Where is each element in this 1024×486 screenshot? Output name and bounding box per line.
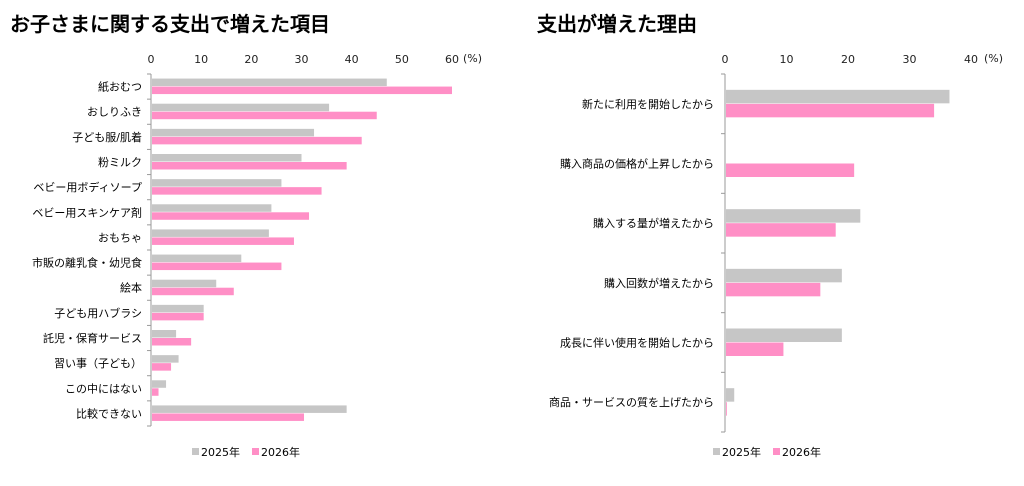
x-tick-label: 50	[395, 53, 409, 66]
category-label: ベビー用スキンケア剤	[32, 205, 142, 219]
bar-2025	[152, 355, 179, 363]
legend-label: 2026年	[261, 445, 300, 459]
bar-2026	[152, 136, 362, 145]
bar-2025	[152, 330, 177, 338]
category-label: 紙おむつ	[98, 80, 142, 94]
bar-2026	[152, 388, 159, 396]
bar-2025	[726, 268, 842, 283]
bar-2026	[152, 162, 347, 170]
bar-2026	[152, 338, 192, 346]
category-label: 託児・保育サービス	[43, 331, 142, 345]
category-label: 粉ミルク	[98, 156, 142, 169]
bar-2025	[152, 254, 242, 263]
x-tick-label: 60	[445, 53, 459, 66]
x-tick-label: 40	[345, 53, 359, 66]
legend-swatch-2026	[773, 448, 780, 455]
x-tick-label: 10	[194, 53, 208, 66]
bar-2025	[152, 154, 302, 162]
bar-2026	[726, 163, 855, 177]
chart-2-title: 支出が増えた理由	[537, 12, 697, 36]
bar-2025	[152, 405, 347, 413]
legend-swatch-2026	[252, 448, 259, 455]
bar-2026	[152, 86, 452, 95]
bar-2026	[152, 111, 377, 120]
category-label: 絵本	[120, 281, 142, 295]
bar-2025	[152, 128, 315, 137]
bar-2025	[726, 89, 950, 104]
bar-2026	[152, 212, 310, 220]
category-label: 購入商品の価格が上昇したから	[560, 157, 714, 171]
category-label: 市販の離乳食・幼児食	[32, 256, 142, 270]
x-tick-label: 0	[148, 53, 155, 66]
bar-2025	[152, 229, 269, 237]
category-label: 新たに利用を開始したから	[582, 97, 714, 111]
chart-2-plot: 0 10 20 30 40 新たに利用を開始したから購入商品の価格が上昇したから購入する量…	[549, 53, 978, 459]
chart-1-plot: 0 10 20 30 40 50 60 紙おむつおしりふき子ども服/肌着粉ミルクベビー用ボディ…	[32, 53, 459, 459]
bar-2025	[152, 380, 167, 388]
category-label: 成長に伴い使用を開始したから	[560, 336, 714, 350]
category-label: ベビー用ボディソープ	[33, 180, 142, 194]
bar-2026	[726, 103, 935, 118]
category-label: 購入回数が増えたから	[604, 276, 714, 290]
bar-2026	[152, 363, 172, 371]
category-label: 子ども用ハブラシ	[54, 306, 142, 320]
x-tick-label: 0	[722, 53, 729, 66]
bar-2026	[726, 223, 836, 237]
bar-2025	[152, 279, 217, 288]
category-label: 子ども服/肌着	[72, 130, 142, 144]
category-label: 比較できない	[76, 406, 142, 420]
legend-swatch-2025	[192, 448, 199, 455]
bar-2025	[726, 328, 842, 342]
bar-2025	[152, 78, 387, 87]
chart-1-unit-label: (%)	[463, 52, 482, 65]
bar-2026	[726, 342, 784, 356]
bar-2026	[152, 237, 294, 245]
x-tick-label: 40	[964, 53, 978, 66]
bar-2026	[152, 312, 204, 321]
legend-label: 2025年	[201, 445, 240, 459]
legend-swatch-2025	[713, 448, 720, 455]
x-tick-label: 30	[903, 53, 917, 66]
x-tick-label: 30	[295, 53, 309, 66]
category-label: おしりふき	[87, 106, 142, 119]
bar-2025	[152, 103, 330, 112]
chart-1-title: お子さまに関する支出で増えた項目	[10, 12, 330, 36]
bar-2026	[726, 402, 727, 416]
bar-2025	[152, 204, 272, 212]
x-tick-label: 20	[244, 53, 258, 66]
bar-2026	[152, 262, 282, 271]
category-label: おもちゃ	[98, 231, 142, 244]
bar-2026	[726, 282, 821, 297]
bar-2026	[152, 187, 322, 195]
category-label: 習い事（子ども）	[54, 357, 142, 370]
chart-2-unit-label: (%)	[984, 52, 1003, 65]
legend-label: 2025年	[722, 445, 761, 459]
bar-2025	[152, 304, 204, 313]
bar-2025	[726, 209, 861, 223]
bar-2026	[152, 287, 234, 296]
x-tick-label: 10	[780, 53, 794, 66]
bar-2026	[152, 413, 305, 421]
bar-2025	[726, 388, 735, 402]
category-label: この中にはない	[65, 382, 142, 395]
category-label: 購入する量が増えたから	[593, 216, 714, 230]
legend-label: 2026年	[782, 445, 821, 459]
x-tick-label: 20	[841, 53, 855, 66]
bar-2025	[152, 179, 282, 187]
category-label: 商品・サービスの質を上げたから	[549, 395, 714, 409]
